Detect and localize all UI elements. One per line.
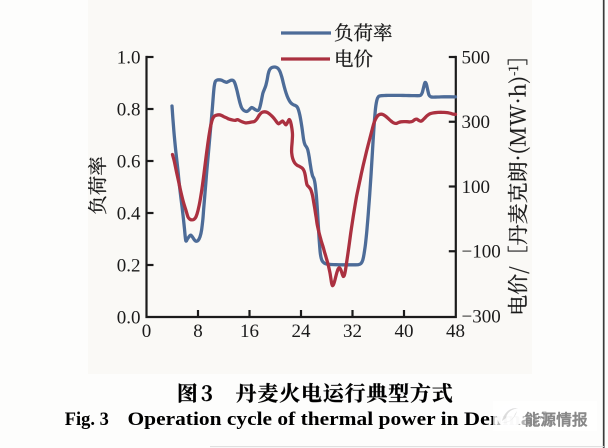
svg-text:0.2: 0.2: [117, 255, 141, 276]
svg-text:1.0: 1.0: [117, 47, 141, 68]
svg-text:8: 8: [193, 321, 203, 342]
svg-text:−300: −300: [462, 306, 501, 327]
svg-text:48: 48: [446, 321, 465, 342]
svg-text:0.0: 0.0: [117, 307, 141, 328]
svg-text:40: 40: [395, 321, 414, 342]
svg-text:0.4: 0.4: [117, 203, 141, 224]
svg-text:0.6: 0.6: [117, 151, 141, 172]
svg-text:Operation cycle of thermal pow: Operation cycle of thermal power in: [128, 410, 460, 430]
svg-text:16: 16: [240, 321, 259, 342]
svg-text:Fig. 3: Fig. 3: [65, 410, 109, 430]
svg-text:100: 100: [462, 177, 491, 198]
svg-text:−100: −100: [462, 242, 501, 263]
svg-text:500: 500: [462, 47, 491, 68]
svg-text:300: 300: [462, 112, 491, 133]
svg-text:32: 32: [343, 321, 362, 342]
svg-text:24: 24: [292, 321, 312, 342]
svg-text:0: 0: [142, 321, 152, 342]
svg-text:0.8: 0.8: [117, 99, 141, 120]
